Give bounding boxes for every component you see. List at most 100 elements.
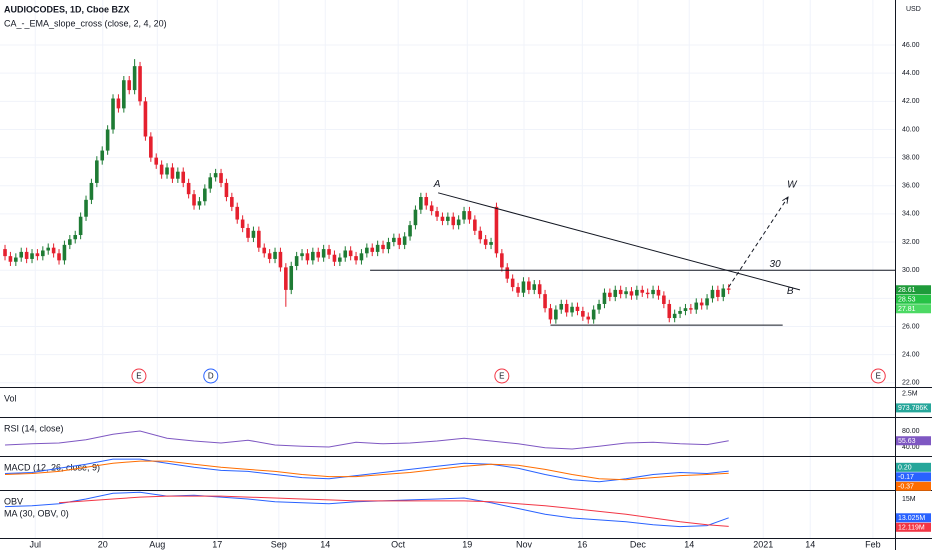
candle-body [456, 219, 461, 226]
candle-body [311, 251, 315, 261]
candle-body [127, 80, 132, 91]
candle-body [100, 150, 105, 161]
candle-body [667, 303, 672, 319]
x-tick-label: Nov [516, 539, 533, 549]
annotation: B [787, 286, 794, 297]
y-tick-label: 42.00 [902, 98, 920, 105]
candle-body [251, 230, 256, 238]
price-tag-label: 55.63 [898, 438, 916, 445]
candle-body [386, 242, 391, 250]
candle-body [554, 309, 558, 320]
candle-body [240, 219, 245, 228]
candle-body [608, 292, 612, 297]
candle-body [3, 249, 7, 257]
candle-body [564, 303, 569, 313]
candle-body [132, 66, 137, 91]
event-marker [203, 368, 219, 384]
chart-title: AUDIOCODES, 1D, Cboe BZX [4, 4, 130, 14]
candle-body [300, 253, 304, 257]
price-tag [896, 285, 931, 295]
drawing-line [438, 192, 801, 291]
candle-body [575, 306, 580, 312]
candle-body [483, 239, 488, 245]
candle-body [489, 242, 493, 245]
candle-body [305, 253, 310, 261]
candle-body [73, 235, 78, 240]
candle-body [716, 289, 720, 297]
candle-body [51, 247, 56, 254]
candle-body [543, 294, 547, 309]
x-tick-label: 14 [684, 539, 694, 549]
y-tick-label: 22.00 [902, 380, 920, 387]
x-tick-label: Oct [391, 539, 406, 549]
candle-body [89, 182, 94, 200]
candle-body [635, 289, 639, 296]
pane-title: RSI (14, close) [4, 423, 64, 433]
candle-body [95, 160, 99, 183]
candle-body [402, 236, 407, 245]
candle-body [338, 257, 342, 262]
candle-body [343, 250, 348, 258]
candle-body [219, 173, 223, 183]
candle-body [8, 256, 13, 262]
y-tick-label: 32.00 [902, 239, 920, 246]
annotation: 30 [770, 259, 782, 270]
candle-body [149, 136, 153, 158]
candle-body [527, 281, 531, 290]
price-tag [896, 522, 931, 532]
candle-body [651, 289, 655, 295]
candle-body [224, 182, 229, 198]
candle-body [246, 227, 250, 238]
candle-body [78, 216, 83, 236]
x-tick-label: 19 [462, 539, 472, 549]
candle-body [46, 247, 51, 251]
candle-body [570, 306, 574, 313]
candle-body [197, 201, 202, 206]
price-tag [896, 481, 931, 491]
price-tag-label: 28.53 [898, 297, 916, 304]
candle-body [41, 250, 45, 257]
y-tick-label: 80.00 [902, 428, 920, 435]
y-tick-label: 38.00 [902, 154, 920, 161]
projection-arrow [728, 197, 788, 288]
y-tick-label: 26.00 [902, 323, 920, 330]
candle-body [267, 253, 272, 259]
price-tag-label: 973.786K [898, 405, 928, 412]
candle-body [186, 182, 191, 195]
pane-title: MACD (12, 26, close, 9) [4, 462, 100, 472]
candle-body [176, 171, 180, 179]
candle-body [230, 197, 234, 207]
event-marker [494, 368, 510, 384]
y-tick-label: 15M [902, 496, 916, 503]
candle-body [213, 173, 218, 178]
candle-body [494, 206, 499, 254]
y-tick-label: 40.00 [902, 126, 920, 133]
candle-body [467, 211, 472, 220]
candle-body [143, 101, 148, 137]
x-tick-label: Jul [30, 539, 42, 549]
candle-body [435, 211, 439, 217]
event-label: D [208, 372, 214, 381]
candle-body [365, 247, 369, 254]
candle-body [510, 278, 515, 288]
candle-body [235, 206, 240, 220]
indicator-line [4, 458, 729, 483]
candle-body [537, 284, 542, 295]
candle-body [500, 253, 504, 268]
candle-body [359, 253, 364, 261]
price-tag [896, 462, 931, 472]
price-tag [896, 513, 931, 523]
candle-body [645, 292, 650, 295]
candle-body [170, 167, 175, 179]
candle-body [640, 289, 645, 293]
price-tag [896, 403, 931, 413]
candle-body [375, 244, 380, 252]
currency: USD [906, 6, 921, 13]
y-tick-label: 34.00 [902, 211, 920, 218]
candle-body [656, 289, 661, 296]
annotation: A [433, 179, 441, 190]
price-tag [896, 294, 931, 304]
annotation: W [787, 180, 798, 191]
